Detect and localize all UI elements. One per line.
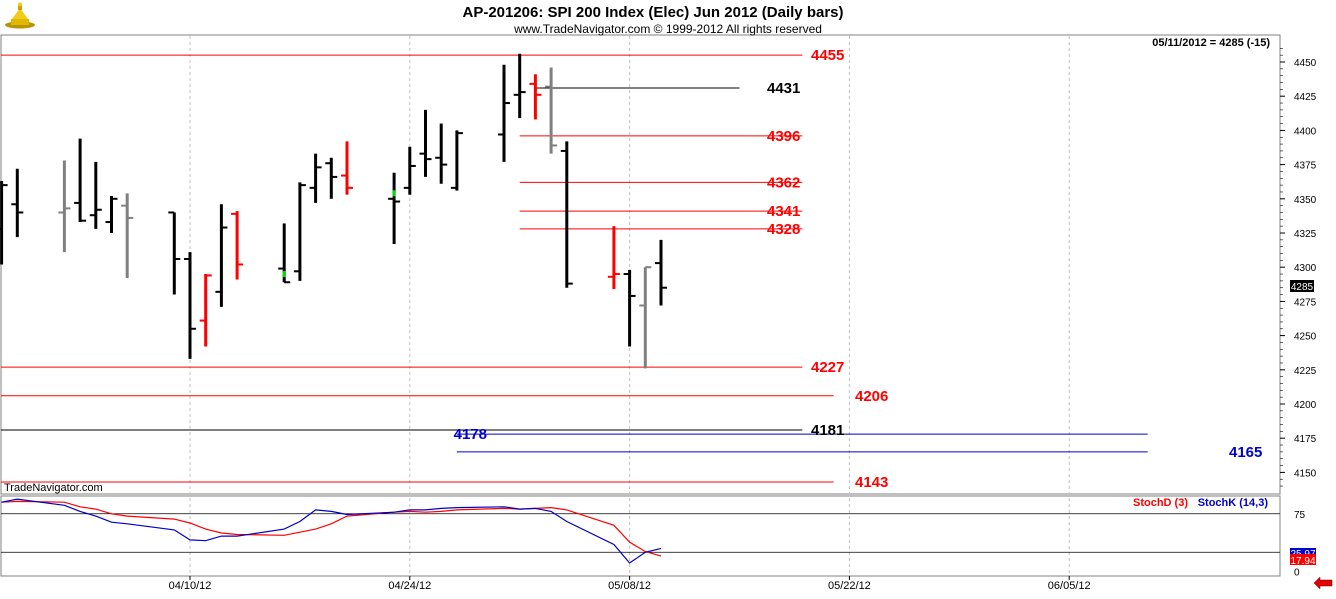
- stoch-k-line: [1, 498, 662, 564]
- chart-title: AP-201206: SPI 200 Index (Elec) Jun 2012…: [462, 4, 843, 21]
- x-tick-label: 06/05/12: [1048, 580, 1091, 592]
- ohlc-bar[interactable]: [89, 161, 102, 229]
- ohlc-bar[interactable]: [168, 211, 181, 295]
- stoch-y-tick-label: 0: [1294, 568, 1300, 579]
- x-tick-label: 05/08/12: [608, 580, 651, 592]
- ohlc-bar[interactable]: [419, 109, 432, 177]
- stoch-k-value-tag: [1290, 548, 1316, 558]
- y-tick-label: 4425: [1294, 92, 1317, 103]
- y-tick-label: 4225: [1294, 366, 1317, 377]
- level-label-4328: 4328: [767, 221, 800, 238]
- ohlc-bar[interactable]: [231, 211, 244, 280]
- y-tick-label: 4350: [1294, 195, 1317, 206]
- x-tick-label: 05/22/12: [828, 580, 871, 592]
- x-tick-label: 04/24/12: [388, 580, 431, 592]
- y-tick-label: 4450: [1294, 58, 1317, 69]
- ohlc-bar[interactable]: [403, 146, 416, 195]
- y-tick-label: 4200: [1294, 400, 1317, 411]
- ohlc-bar[interactable]: [11, 168, 24, 238]
- level-label-4165: 4165: [1229, 444, 1262, 461]
- y-tick-label: 4325: [1294, 229, 1317, 240]
- ohlc-bar[interactable]: [293, 182, 306, 281]
- ohlc-bar[interactable]: [545, 67, 558, 154]
- level-label-4227: 4227: [811, 359, 844, 376]
- last-readout: 05/11/2012 = 4285 (-15): [1152, 37, 1270, 49]
- level-label-4455: 4455: [811, 47, 844, 64]
- y-tick-label: 4175: [1294, 434, 1317, 445]
- ohlc-bar[interactable]: [560, 141, 573, 288]
- stoch-d-value-tag: [1290, 554, 1316, 565]
- ohlc-bar[interactable]: [74, 138, 87, 223]
- ohlc-bar[interactable]: [529, 74, 542, 120]
- y-tick-label: 4375: [1294, 161, 1317, 172]
- ohlc-bar[interactable]: [513, 53, 526, 119]
- ohlc-bar[interactable]: [607, 226, 620, 290]
- level-label-4341: 4341: [767, 203, 800, 220]
- y-tick-label: 4300: [1294, 263, 1317, 274]
- ohlc-bar[interactable]: [388, 172, 401, 244]
- last-price-tag: [1290, 280, 1314, 292]
- legend-stochd: StochD (3): [1133, 497, 1188, 509]
- y-tick-label: 4250: [1294, 332, 1317, 343]
- level-label-4396: 4396: [767, 128, 800, 145]
- ohlc-bar[interactable]: [639, 266, 652, 369]
- ohlc-bar[interactable]: [58, 160, 71, 253]
- ohlc-bar[interactable]: [450, 130, 463, 191]
- watermark-text: TradeNavigator.com: [4, 482, 103, 494]
- stoch-y-tick-label: 75: [1294, 510, 1306, 521]
- ohlc-bars[interactable]: [0, 53, 667, 369]
- level-label-4178: 4178: [454, 426, 487, 443]
- stoch-d-line: [1, 500, 662, 557]
- ohlc-bar[interactable]: [121, 193, 134, 279]
- ohlc-bar[interactable]: [655, 239, 667, 306]
- ohlc-bar[interactable]: [341, 141, 353, 195]
- y-tick-label: 4275: [1294, 297, 1317, 308]
- axis-layer: 04/10/12 04/24/12 05/08/12 05/22/12 06/05/12…: [169, 48, 1317, 592]
- ohlc-bar[interactable]: [215, 204, 228, 307]
- legend-stochk: StochK (14,3): [1198, 497, 1269, 509]
- level-label-4362: 4362: [767, 174, 800, 191]
- y-tick-label: 4150: [1294, 468, 1317, 479]
- ohlc-bar[interactable]: [0, 181, 8, 265]
- level-label-4206: 4206: [855, 388, 888, 405]
- scroll-right-arrow-icon[interactable]: [1313, 576, 1333, 590]
- level-label-4143: 4143: [855, 474, 888, 491]
- stochastic-panel: 75250: [1, 498, 1306, 579]
- ohlc-bar[interactable]: [309, 153, 322, 203]
- stoch-d-value: 17.94: [1290, 556, 1315, 567]
- main-panel-frame: [0, 34, 1281, 495]
- y-tick-label: 4400: [1294, 126, 1317, 137]
- level-label-4431: 4431: [767, 80, 800, 97]
- ohlc-bar[interactable]: [199, 274, 212, 347]
- ohlc-bar[interactable]: [184, 252, 196, 359]
- last-price-label: 4285: [1291, 282, 1314, 293]
- ohlc-bar[interactable]: [435, 123, 448, 184]
- ohlc-bar[interactable]: [105, 196, 118, 233]
- indicator-panel-frame: [0, 495, 1281, 577]
- copyright-text: www.TradeNavigator.com © 1999-2012 All r…: [513, 22, 822, 36]
- trade-navigator-logo-icon: [5, 2, 35, 29]
- ohlc-bar[interactable]: [623, 269, 636, 347]
- level-label-4181: 4181: [811, 422, 844, 439]
- x-tick-label: 04/10/12: [169, 580, 212, 592]
- ohlc-bar[interactable]: [498, 64, 510, 162]
- ohlc-bar[interactable]: [325, 157, 338, 199]
